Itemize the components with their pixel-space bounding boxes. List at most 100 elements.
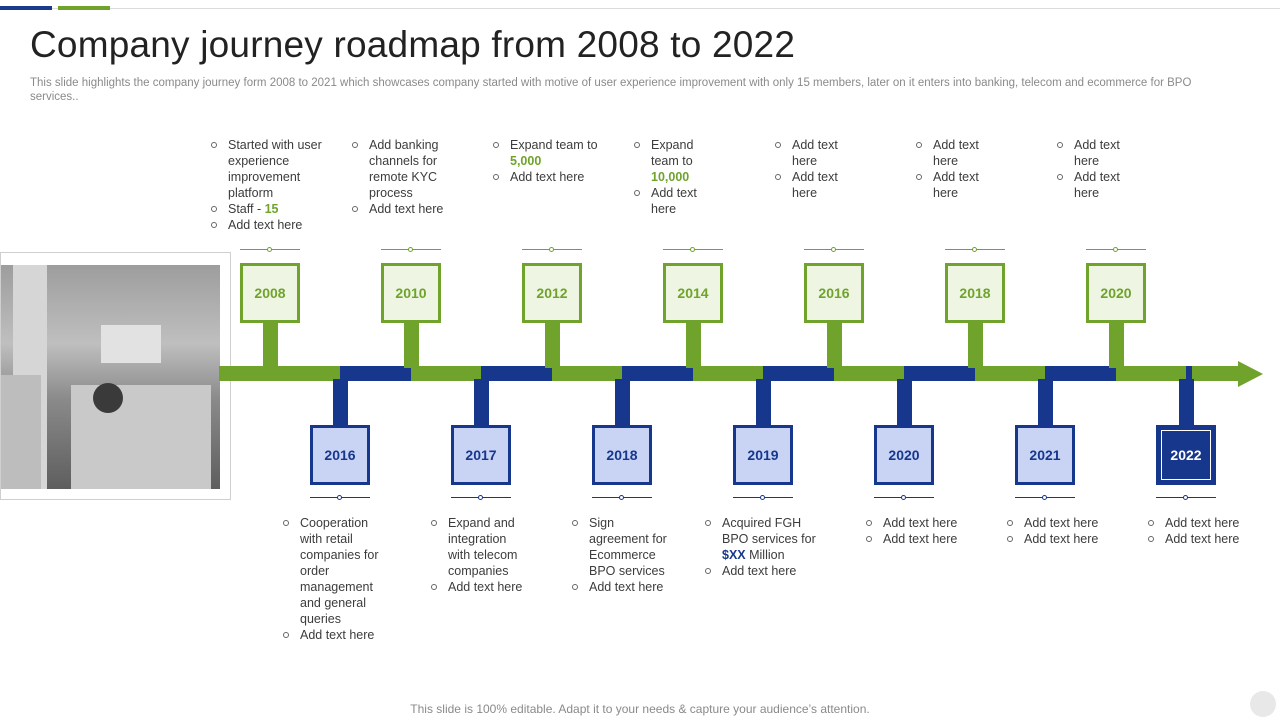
note-item: Sign agreement for Ecommerce BPO service… bbox=[571, 515, 675, 579]
note-text: Add text here bbox=[589, 580, 664, 594]
note-text: Million bbox=[745, 548, 785, 562]
axis-segment-green bbox=[834, 366, 904, 381]
connector-stem bbox=[755, 379, 771, 426]
year-label: 2020 bbox=[1100, 285, 1132, 301]
note-text: Expand team to bbox=[651, 138, 694, 168]
marker-dot bbox=[549, 247, 554, 252]
milestone-notes-bottom: Cooperation with retail companies for or… bbox=[282, 515, 382, 643]
note-item: Add text here bbox=[1147, 515, 1267, 531]
top-divider-line bbox=[0, 8, 1280, 9]
highlight-value: 15 bbox=[264, 202, 279, 216]
note-text: Cooperation with retail companies for or… bbox=[300, 516, 379, 626]
note-item: Add text here bbox=[865, 515, 1005, 531]
marker-dot bbox=[831, 247, 836, 252]
axis-segment-green bbox=[411, 366, 481, 381]
milestone-notes-top: Add text here Add text here bbox=[915, 137, 987, 201]
note-item: Add text here bbox=[1006, 515, 1146, 531]
note-item: Acquired FGH BPO services for $XX Millio… bbox=[704, 515, 824, 563]
year-box-top-2018[interactable]: 2018 bbox=[945, 263, 1005, 323]
year-box-bottom-2022[interactable]: 2022 bbox=[1156, 425, 1216, 485]
axis-segment-blue bbox=[1186, 366, 1192, 381]
note-text: Add text here bbox=[792, 170, 838, 200]
note-text: Add text here bbox=[933, 138, 979, 168]
note-item: Add text here bbox=[704, 563, 824, 579]
note-text: Sign agreement for Ecommerce BPO service… bbox=[589, 516, 667, 578]
year-box-bottom-2016[interactable]: 2016 bbox=[310, 425, 370, 485]
connector-stem bbox=[332, 379, 348, 426]
marker-dot bbox=[267, 247, 272, 252]
marker-dot bbox=[901, 495, 906, 500]
connector-stem bbox=[1037, 379, 1053, 426]
note-item: Cooperation with retail companies for or… bbox=[282, 515, 382, 627]
connector-stem bbox=[403, 322, 419, 368]
note-item: Add text here bbox=[282, 627, 382, 643]
note-item: Add text here bbox=[1056, 169, 1128, 201]
note-item: Add text here bbox=[210, 217, 338, 233]
arrow-head-icon bbox=[1238, 361, 1263, 387]
marker-line bbox=[381, 247, 441, 252]
marker-line bbox=[804, 247, 864, 252]
note-text: Expand and integration with telecom comp… bbox=[448, 516, 518, 578]
year-label: 2022 bbox=[1170, 447, 1202, 463]
connector-stem bbox=[544, 322, 560, 368]
axis-segment-blue bbox=[481, 366, 552, 381]
marker-dot bbox=[619, 495, 624, 500]
year-label: 2019 bbox=[747, 447, 779, 463]
year-label: 2014 bbox=[677, 285, 709, 301]
milestone-notes-bottom: Add text here Add text here bbox=[865, 515, 1005, 547]
note-item: Add text here bbox=[774, 169, 846, 201]
note-text: Add text here bbox=[651, 186, 697, 216]
note-item: Add text here bbox=[1147, 531, 1267, 547]
office-photo bbox=[0, 252, 231, 500]
note-item: Add text here bbox=[1006, 531, 1146, 547]
year-box-bottom-2018[interactable]: 2018 bbox=[592, 425, 652, 485]
note-item: Add text here bbox=[351, 201, 449, 217]
milestone-notes-bottom: Sign agreement for Ecommerce BPO service… bbox=[571, 515, 675, 595]
marker-dot bbox=[1042, 495, 1047, 500]
note-item: Expand and integration with telecom comp… bbox=[430, 515, 530, 579]
marker-line bbox=[240, 247, 300, 252]
connector-stem bbox=[473, 379, 489, 426]
year-box-top-2012[interactable]: 2012 bbox=[522, 263, 582, 323]
highlight-value: 5,000 bbox=[510, 154, 542, 168]
axis-segment-green bbox=[219, 366, 340, 381]
year-box-top-2008[interactable]: 2008 bbox=[240, 263, 300, 323]
marker-line bbox=[522, 247, 582, 252]
note-text: Staff - bbox=[228, 202, 265, 216]
connector-stem bbox=[685, 322, 701, 368]
note-text: Acquired FGH BPO services for bbox=[722, 516, 816, 546]
note-item: Add text here bbox=[1056, 137, 1128, 169]
note-item: Expand team to 10,000 bbox=[633, 137, 715, 185]
year-label: 2018 bbox=[959, 285, 991, 301]
year-box-bottom-2020[interactable]: 2020 bbox=[874, 425, 934, 485]
connector-stem bbox=[1178, 379, 1194, 426]
year-box-top-2010[interactable]: 2010 bbox=[381, 263, 441, 323]
note-item: Add banking channels for remote KYC proc… bbox=[351, 137, 449, 201]
note-text: Add text here bbox=[1074, 170, 1120, 200]
year-label: 2008 bbox=[254, 285, 286, 301]
axis-segment-green bbox=[1192, 366, 1240, 381]
note-text: Expand team to bbox=[510, 138, 598, 152]
note-item: Add text here bbox=[430, 579, 530, 595]
axis-segment-green bbox=[975, 366, 1045, 381]
note-text: Add text here bbox=[228, 218, 303, 232]
note-text: Add text here bbox=[1024, 532, 1099, 546]
marker-dot bbox=[690, 247, 695, 252]
year-label: 2012 bbox=[536, 285, 568, 301]
top-accent-blue bbox=[0, 6, 52, 10]
year-box-bottom-2021[interactable]: 2021 bbox=[1015, 425, 1075, 485]
year-box-bottom-2019[interactable]: 2019 bbox=[733, 425, 793, 485]
year-box-top-2016[interactable]: 2016 bbox=[804, 263, 864, 323]
note-text: Add text here bbox=[1074, 138, 1120, 168]
note-item: Add text here bbox=[915, 137, 987, 169]
highlight-value: $XX bbox=[722, 548, 746, 562]
marker-line bbox=[1086, 247, 1146, 252]
year-box-bottom-2017[interactable]: 2017 bbox=[451, 425, 511, 485]
note-text: Started with user experience improvement… bbox=[228, 138, 322, 200]
milestone-notes-top: Expand team to 5,000 Add text here bbox=[492, 137, 614, 185]
year-box-top-2020[interactable]: 2020 bbox=[1086, 263, 1146, 323]
top-accent-green bbox=[58, 6, 110, 10]
note-item: Add text here bbox=[774, 137, 846, 169]
year-box-top-2014[interactable]: 2014 bbox=[663, 263, 723, 323]
note-item: Add text here bbox=[571, 579, 675, 595]
